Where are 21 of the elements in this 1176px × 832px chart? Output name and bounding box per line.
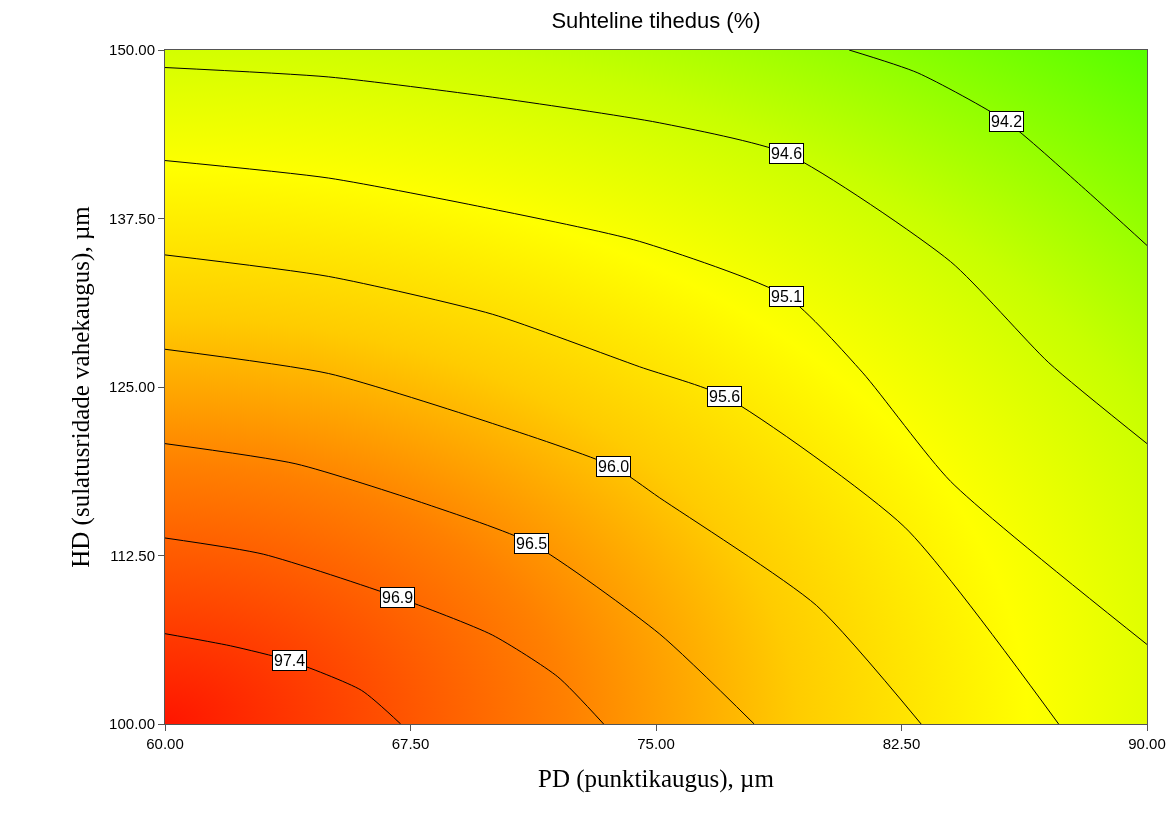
x-tick-label: 90.00 [1128,735,1166,752]
x-tick-label: 60.00 [146,735,184,752]
y-tick-label: 100.00 [109,715,155,733]
line-series [165,537,605,724]
x-tick-label: 82.50 [882,735,921,752]
line-series [165,348,922,724]
x-axis-title: PD (punktikaugus), µm [538,765,775,793]
line-series [165,160,1147,645]
line-series [165,67,1147,445]
y-tick-label: 150.00 [109,41,155,59]
x-tick-label: 67.50 [391,735,430,752]
y-tick-label: 137.50 [109,209,155,227]
y-tick-label: 112.50 [110,546,155,564]
line-series [848,50,1147,246]
line-series [165,254,1060,724]
line-series [165,633,402,724]
line-series [165,443,755,724]
x-tick-label: 75.00 [637,735,675,752]
y-axis-title: HD (sulatusridade vahekaugus), µm [66,205,95,568]
y-tick-label: 125.00 [109,378,155,396]
chart-title: Suhteline tihedus (%) [551,7,761,33]
